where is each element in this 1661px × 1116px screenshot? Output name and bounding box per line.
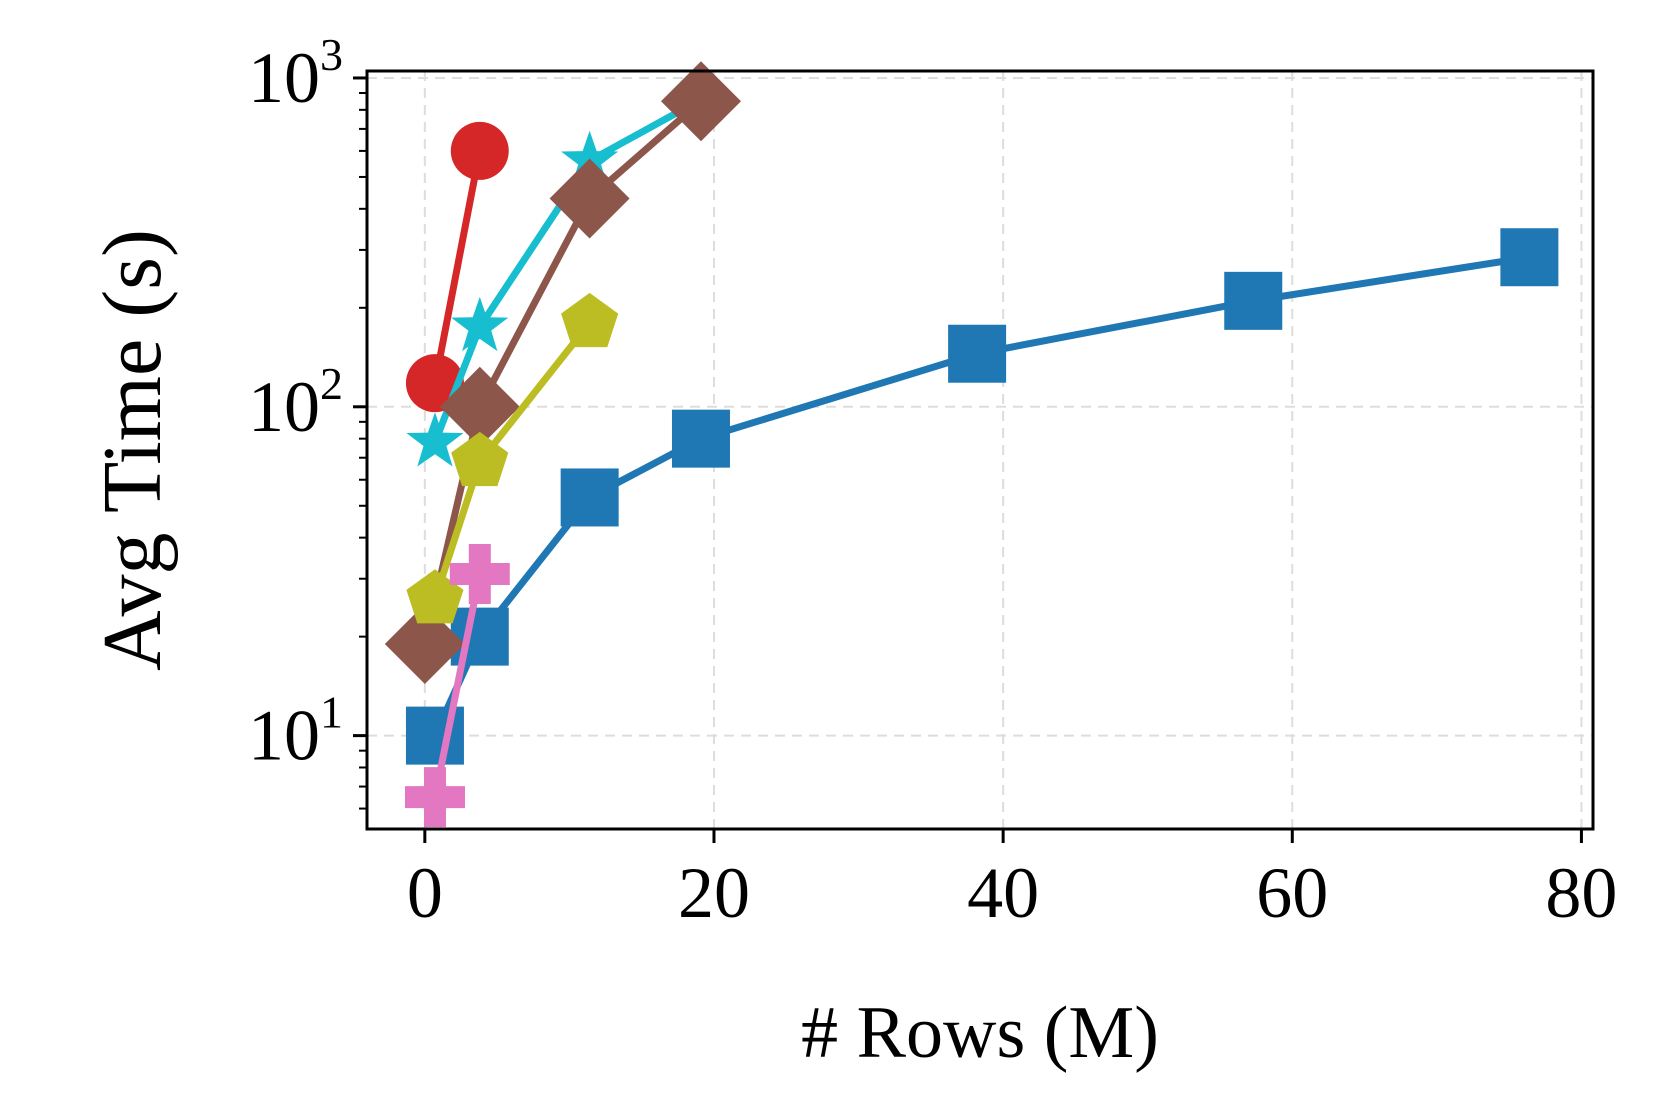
y-tick-label: 103 bbox=[248, 29, 343, 118]
data-point-pentagon bbox=[561, 292, 619, 348]
axes: 0 20 40 60 80 101 102 103 bbox=[248, 29, 1617, 933]
series-line bbox=[421, 97, 705, 648]
x-tick-label: 80 bbox=[1545, 853, 1617, 933]
series-layer bbox=[384, 61, 1559, 828]
series-plus bbox=[405, 544, 510, 828]
x-tick-label: 40 bbox=[967, 853, 1039, 933]
data-point-square bbox=[671, 409, 730, 468]
data-point-star bbox=[406, 412, 464, 467]
data-point-square bbox=[450, 607, 509, 666]
series-circle bbox=[405, 121, 509, 413]
data-point-diamond bbox=[384, 604, 465, 684]
series-line bbox=[431, 570, 484, 801]
data-point-pentagon bbox=[406, 569, 464, 624]
x-tick-label: 0 bbox=[407, 853, 443, 933]
series-pentagon bbox=[406, 292, 619, 624]
x-tick-label: 60 bbox=[1256, 853, 1328, 933]
series-line bbox=[431, 96, 705, 446]
data-point-star bbox=[451, 296, 509, 352]
data-point-diamond bbox=[549, 158, 630, 239]
data-point-square bbox=[948, 324, 1007, 383]
y-tick-label: 102 bbox=[248, 358, 343, 447]
y-tick-label: 101 bbox=[248, 687, 343, 776]
grid-lines bbox=[367, 71, 1593, 829]
data-point-square bbox=[405, 706, 464, 765]
series-diamond bbox=[384, 61, 741, 684]
plot-frame bbox=[365, 69, 1595, 831]
data-point-star bbox=[561, 130, 619, 185]
data-point-circle bbox=[450, 121, 509, 180]
series-line bbox=[431, 147, 484, 387]
data-point-square bbox=[560, 468, 619, 527]
data-point-plus bbox=[449, 544, 510, 604]
y-axis-label: Avg Time (s) bbox=[86, 229, 179, 671]
data-point-plus bbox=[405, 767, 465, 828]
data-point-diamond bbox=[439, 366, 520, 447]
data-point-square bbox=[1224, 271, 1283, 330]
x-axis-label: # Rows (M) bbox=[801, 992, 1159, 1074]
data-point-pentagon bbox=[451, 431, 509, 487]
data-point-diamond bbox=[661, 61, 741, 142]
data-point-square bbox=[1500, 228, 1559, 287]
x-tick-label: 20 bbox=[678, 853, 750, 933]
